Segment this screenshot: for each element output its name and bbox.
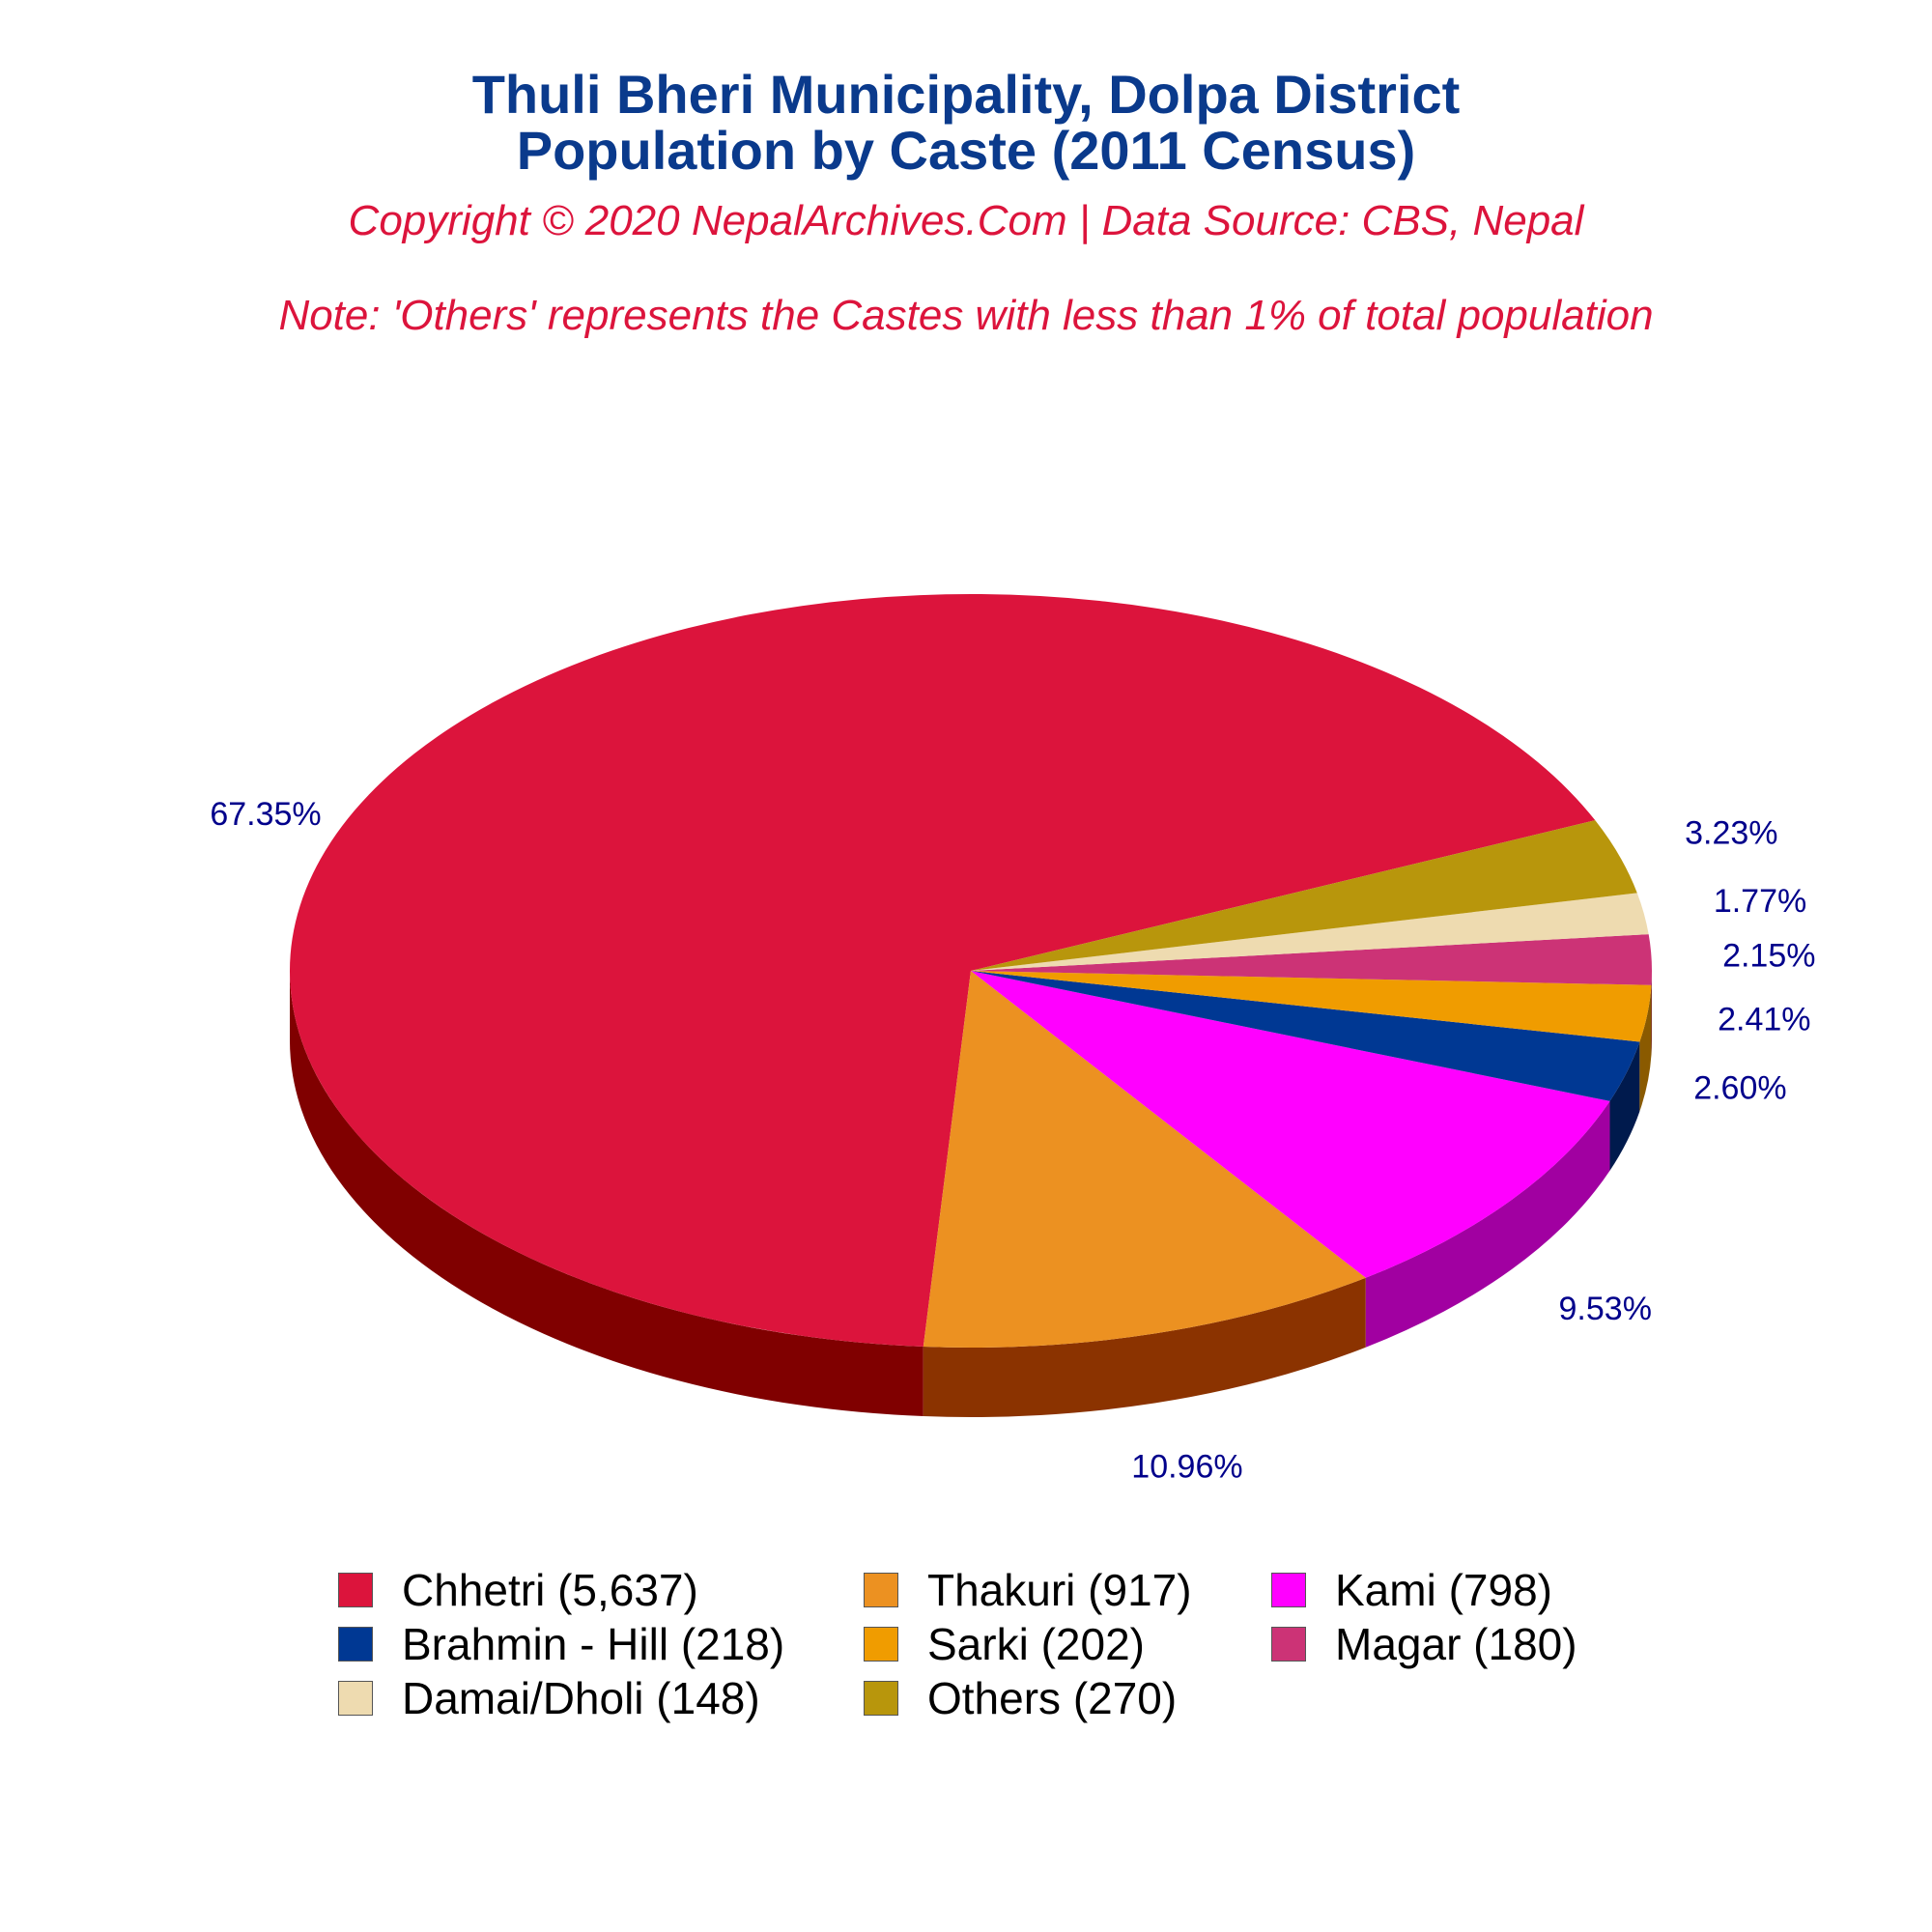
legend-label: Sarki (202) xyxy=(927,1619,1145,1669)
percent-label-others: 3.23% xyxy=(1685,815,1777,852)
legend-item-others: Others (270) xyxy=(864,1671,1177,1725)
pie-sides xyxy=(289,971,1652,1417)
legend-swatch xyxy=(338,1573,373,1607)
legend-item-magar: Magar (180) xyxy=(1271,1617,1577,1671)
legend-swatch xyxy=(338,1681,373,1716)
percent-label-damai-dholi: 1.77% xyxy=(1714,883,1806,920)
pie-slices xyxy=(290,594,1652,1348)
percent-label-magar: 2.15% xyxy=(1722,937,1815,974)
legend-label: Kami (798) xyxy=(1335,1565,1552,1615)
legend-swatch xyxy=(1271,1627,1306,1662)
legend-item-damai-dholi: Damai/Dholi (148) xyxy=(338,1671,760,1725)
slice-side-chhetri xyxy=(289,971,923,1417)
legend-label: Others (270) xyxy=(927,1673,1178,1723)
pie-slice-brahmin-hill xyxy=(971,971,1640,1101)
percent-label-brahmin-hill: 2.60% xyxy=(1693,1069,1786,1106)
pie-slice-kami xyxy=(971,971,1610,1278)
legend-label: Chhetri (5,637) xyxy=(402,1565,698,1615)
legend-label: Brahmin - Hill (218) xyxy=(402,1619,785,1669)
pie-slice-others xyxy=(971,820,1637,971)
percent-label-thakuri: 10.96% xyxy=(1131,1448,1242,1485)
legend-label: Magar (180) xyxy=(1335,1619,1577,1669)
slice-side-kami xyxy=(1365,1100,1610,1348)
legend-item-thakuri: Thakuri (917) xyxy=(864,1563,1192,1617)
pie-slice-damai-dholi xyxy=(971,893,1649,971)
copyright-text: Copyright © 2020 NepalArchives.Com | Dat… xyxy=(348,197,1584,244)
legend-swatch xyxy=(338,1627,373,1662)
pie-slice-magar xyxy=(971,934,1652,985)
legend-swatch xyxy=(864,1681,898,1716)
chart-title-line2: Population by Caste (2011 Census) xyxy=(516,120,1416,181)
legend-swatch xyxy=(864,1627,898,1662)
pie-slice-chhetri xyxy=(290,594,1596,1348)
slice-side-brahmin-hill xyxy=(1609,1041,1640,1171)
legend-item-chhetri: Chhetri (5,637) xyxy=(338,1563,698,1617)
slice-side-thakuri xyxy=(923,1277,1366,1417)
slice-side-sarki xyxy=(1639,984,1652,1112)
chart-title-line1: Thuli Bheri Municipality, Dolpa District xyxy=(471,64,1461,125)
legend-swatch xyxy=(1271,1573,1306,1607)
legend-swatch xyxy=(864,1573,898,1607)
pie-slice-thakuri xyxy=(923,971,1366,1348)
percent-label-sarki: 2.41% xyxy=(1718,1001,1810,1037)
legend-label: Damai/Dholi (148) xyxy=(402,1673,760,1723)
percent-label-kami: 9.53% xyxy=(1559,1291,1652,1327)
legend-label: Thakuri (917) xyxy=(927,1565,1192,1615)
pie-percent-labels: 67.35% 10.96% 9.53% 2.60% 2.41% 2.15% 1.77% 3.2… xyxy=(210,796,1815,1485)
legend-item-kami: Kami (798) xyxy=(1271,1563,1552,1617)
slice-side-magar xyxy=(1651,971,1652,1055)
pie-slice-sarki xyxy=(971,971,1652,1042)
note-text: Note: 'Others' represents the Castes wit… xyxy=(278,292,1654,339)
percent-label-chhetri: 67.35% xyxy=(210,796,321,833)
legend-item-brahmin-hill: Brahmin - Hill (218) xyxy=(338,1617,784,1671)
legend-item-sarki: Sarki (202) xyxy=(864,1617,1145,1671)
